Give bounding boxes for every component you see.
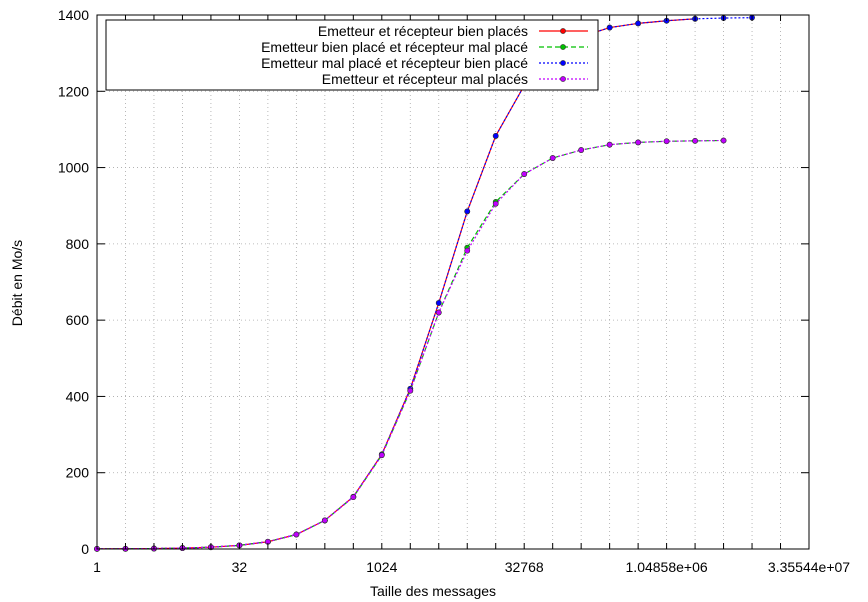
x-axis-label: Taille des messages — [370, 583, 496, 599]
series-4-point — [293, 531, 300, 538]
series-3-point — [606, 24, 613, 31]
legend-label-2: Emetteur bien placé et récepteur mal pla… — [261, 39, 528, 55]
legend-swatch-marker-4 — [560, 76, 566, 82]
legend-box — [105, 19, 599, 91]
legend-label-3: Emetteur mal placé et récepteur bien pla… — [261, 55, 528, 71]
y-tick-label: 400 — [66, 388, 90, 404]
series-4-point — [635, 139, 642, 146]
series-4-point — [521, 171, 528, 177]
y-tick-label: 1200 — [58, 83, 89, 99]
y-tick-label: 0 — [81, 541, 89, 557]
tick-labels: 0 200 400 600 800 1000 1200 1400 1 32 1024 32768 1.0… — [58, 7, 850, 575]
y-axis-label: Débit en Mo/s — [9, 240, 25, 326]
x-tick-label: 3.35544e+07 — [768, 559, 850, 575]
series-4-point — [606, 141, 613, 148]
plot-frame — [96, 14, 810, 550]
grid — [96, 14, 810, 550]
series-line-1 — [96, 18, 696, 550]
y-tick-label: 200 — [66, 465, 90, 481]
legend: Emetteur et récepteur bien placésEmetteu… — [105, 19, 599, 91]
series-3-point — [435, 300, 442, 306]
legend-swatch-marker-3 — [560, 60, 566, 66]
x-tick-label: 1024 — [366, 559, 397, 575]
series-4-point — [663, 138, 670, 145]
series-line-4 — [96, 139, 724, 550]
legend-label-1: Emetteur et récepteur bien placés — [318, 23, 528, 39]
y-tick-label: 1000 — [58, 160, 89, 176]
x-tick-label: 1.04858e+06 — [626, 559, 708, 575]
legend-swatch-marker-2 — [560, 44, 566, 50]
series-3-point — [492, 133, 499, 139]
series-4-point — [492, 200, 499, 207]
legend-label-4: Emetteur et récepteur mal placés — [322, 71, 528, 87]
series-4-point — [407, 387, 414, 394]
series-4-point — [321, 517, 328, 524]
series-line-3 — [96, 17, 753, 550]
series-4-point — [378, 452, 385, 459]
series-4-point — [350, 494, 357, 501]
y-tick-label: 800 — [66, 236, 90, 252]
x-tick-label: 32768 — [505, 559, 544, 575]
x-tick-label: 32 — [232, 559, 248, 575]
series-4-point — [549, 155, 556, 161]
plot-border — [96, 14, 810, 550]
y-tick-label: 1400 — [58, 7, 89, 23]
series-4-point — [435, 309, 442, 316]
series-4-point — [720, 137, 727, 144]
legend-swatch-marker-1 — [560, 28, 566, 34]
y-tick-label: 600 — [66, 312, 90, 328]
series-layer — [94, 14, 755, 552]
series-4-point — [692, 137, 698, 144]
series-4-point — [578, 147, 585, 153]
series-3-point — [464, 208, 471, 215]
series-3-point — [635, 20, 642, 27]
series-4-point — [464, 247, 471, 254]
x-tick-label: 1 — [93, 559, 101, 575]
